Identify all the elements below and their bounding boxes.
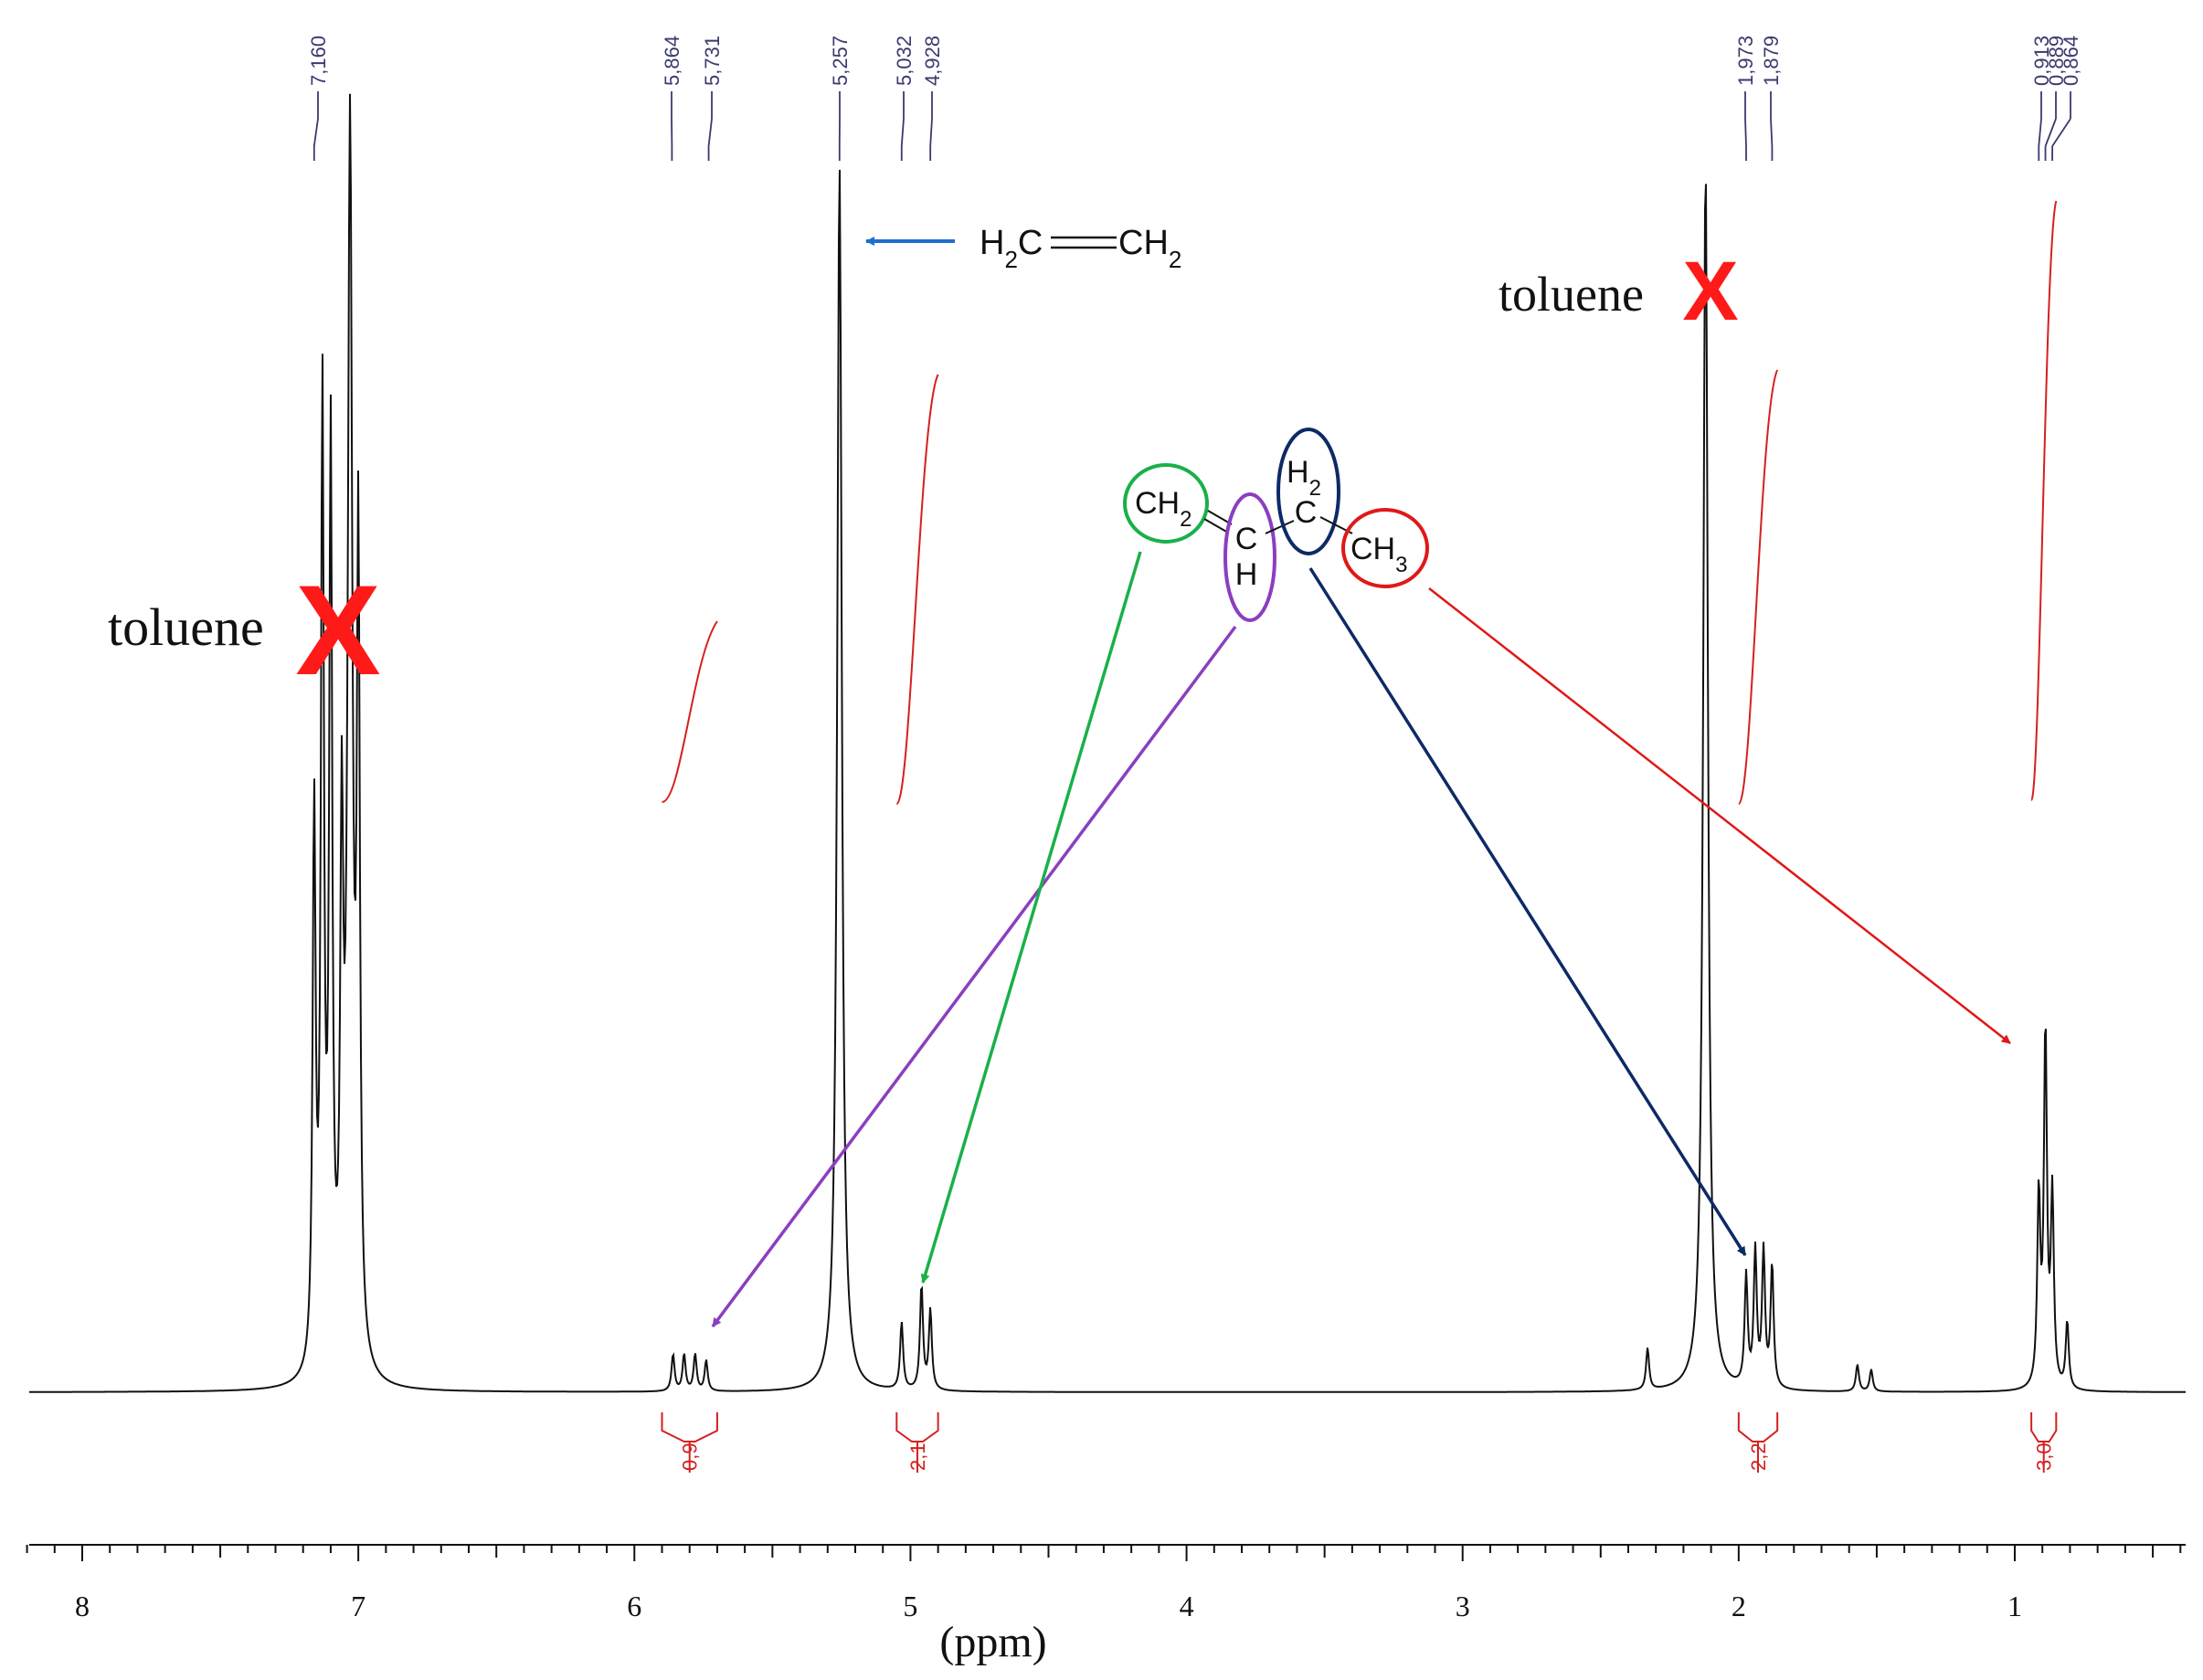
peak-labels: 7,160 5,864 5,731 5,257 5,032 4,928 1,973 1,879… xyxy=(307,36,2082,161)
ch3-assignment-arrow xyxy=(1428,587,2011,1044)
mol-bond-c-c2 xyxy=(1265,520,1295,534)
toluene-label-right: toluene xyxy=(1499,267,1644,322)
peak-label: 7,160 xyxy=(307,36,330,86)
cross-mark-left: X xyxy=(295,558,380,702)
toluene-label-left: toluene xyxy=(108,597,264,657)
mol-h2-text: H2 xyxy=(1287,455,1321,501)
ch2-assignment-arrow xyxy=(920,551,1142,1284)
cross-mark-right: X xyxy=(1682,245,1738,338)
ch2-highlight-circle xyxy=(1123,463,1209,544)
peak-label: 0,889 xyxy=(2045,36,2068,86)
integrals: 0,9 2,1 2,2 3,0 xyxy=(661,200,2058,1473)
peak-label-connector xyxy=(707,118,713,147)
toluene-annotation-right: toluene X xyxy=(1499,245,1739,338)
peak-label: 0,913 xyxy=(2030,36,2053,86)
peak-label-connector xyxy=(2038,118,2042,147)
x-ticks: 8 7 6 5 4 3 2 1 xyxy=(26,1545,2182,1622)
mol-double-bond-b xyxy=(1203,518,1229,534)
spectrum-line xyxy=(29,93,2186,1393)
peak-label-connector xyxy=(2044,118,2057,147)
ch-highlight-ellipse xyxy=(1223,492,1276,622)
peak-label: 5,731 xyxy=(701,36,724,86)
integral-curve xyxy=(662,620,718,803)
integral-bracket xyxy=(895,1412,939,1442)
mol-c-text: C xyxy=(1235,522,1258,556)
integral-value: 3,0 xyxy=(2033,1442,2056,1471)
integral-bracket xyxy=(661,1412,718,1442)
peak-label-connector xyxy=(1744,118,1747,147)
integral-curve xyxy=(895,374,939,805)
peak-label: 1,879 xyxy=(1760,36,1783,86)
x-tick-label: 6 xyxy=(627,1590,641,1622)
peak-label-connector xyxy=(900,118,905,147)
x-tick-label: 1 xyxy=(2007,1590,2022,1622)
x-tick-label: 7 xyxy=(351,1590,365,1622)
ethylene-formula-left: H2C xyxy=(980,224,1043,273)
peak-label: 5,032 xyxy=(893,36,916,86)
peak-label: 5,864 xyxy=(661,36,683,86)
ethylene-annotation: H2C CH2 xyxy=(865,224,1181,273)
integral-value: 2,1 xyxy=(906,1442,929,1471)
integral-value: 0,9 xyxy=(679,1442,702,1471)
integral-curve xyxy=(1737,369,1779,805)
peak-label: 0,864 xyxy=(2060,36,2082,86)
peak-label-connector xyxy=(929,118,933,147)
peak-label-connector xyxy=(2051,118,2071,147)
ch3-highlight-circle xyxy=(1341,508,1429,588)
integral-value: 2,2 xyxy=(1747,1442,1770,1471)
mol-h-text: H xyxy=(1235,557,1258,592)
x-tick-label: 2 xyxy=(1732,1590,1746,1622)
mol-c2-text: C xyxy=(1295,495,1318,530)
h2c-assignment-arrow xyxy=(1308,567,1747,1256)
x-axis-label: (ppm) xyxy=(939,1618,1046,1666)
peak-label-connector xyxy=(312,118,319,147)
integral-bracket xyxy=(2030,1412,2058,1442)
ethylene-formula-right: CH2 xyxy=(1118,224,1181,273)
x-axis: 8 7 6 5 4 3 2 1 (ppm) xyxy=(26,1544,2186,1666)
butene-structure: CH2 C H H2 C CH3 xyxy=(1123,428,1429,622)
peak-label: 4,928 xyxy=(921,36,944,86)
ch-assignment-arrow xyxy=(711,625,1237,1328)
mol-ch2-text: CH2 xyxy=(1135,486,1192,532)
peak-label-connector xyxy=(1770,118,1774,147)
x-tick-label: 3 xyxy=(1456,1590,1470,1622)
x-tick-label: 8 xyxy=(75,1590,90,1622)
integral-bracket xyxy=(1737,1412,1779,1442)
integral-curve xyxy=(2030,200,2058,801)
peak-label: 5,257 xyxy=(829,36,852,86)
peak-label: 1,973 xyxy=(1734,36,1757,86)
h2c-highlight-ellipse xyxy=(1276,428,1340,555)
x-tick-label: 5 xyxy=(903,1590,917,1622)
toluene-annotation-left: toluene X xyxy=(108,558,381,702)
x-tick-label: 4 xyxy=(1180,1590,1194,1622)
mol-ch3-text: CH3 xyxy=(1350,532,1407,577)
